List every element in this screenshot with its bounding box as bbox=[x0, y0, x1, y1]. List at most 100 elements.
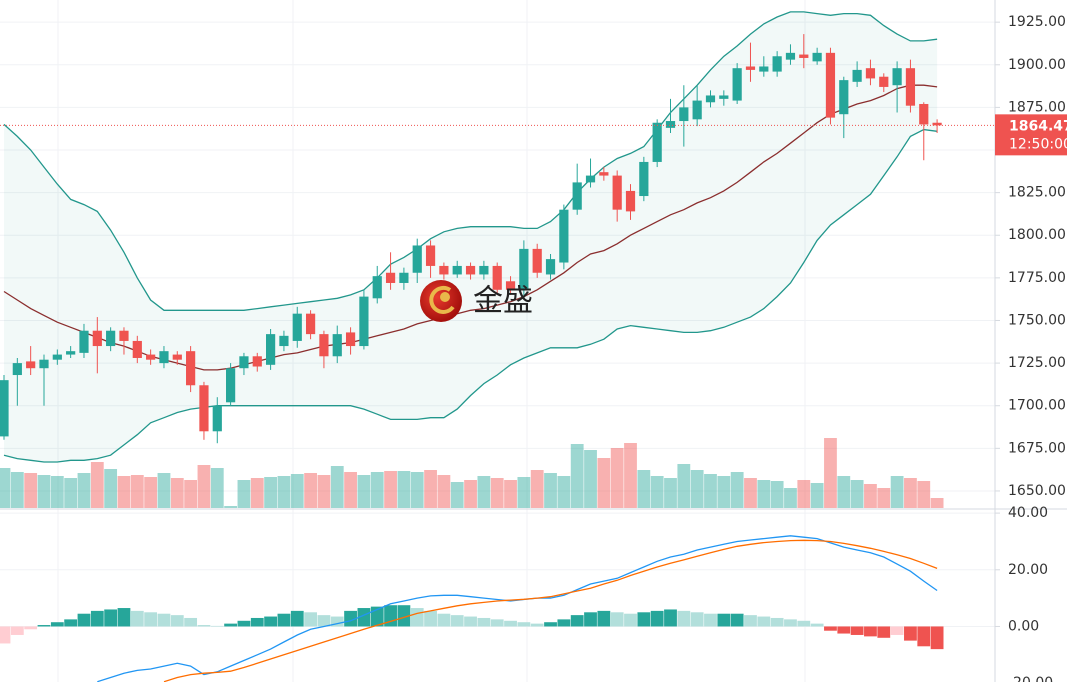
volume-bar bbox=[744, 478, 757, 508]
candle-body bbox=[865, 68, 876, 79]
volume-bar bbox=[717, 476, 731, 508]
volume-bar bbox=[464, 480, 477, 508]
candle-body bbox=[92, 330, 102, 347]
volume-bar bbox=[677, 464, 691, 508]
candle-body bbox=[812, 52, 822, 62]
histogram-bar bbox=[10, 626, 24, 635]
candle-body bbox=[932, 122, 942, 126]
candle-body bbox=[652, 122, 662, 162]
histogram-bar bbox=[744, 615, 757, 627]
candle-body bbox=[799, 54, 809, 58]
macd-line bbox=[97, 535, 938, 682]
candle-body bbox=[39, 359, 49, 369]
volume-bar bbox=[104, 469, 118, 508]
volume-bar bbox=[784, 488, 797, 508]
histogram-bar bbox=[597, 610, 611, 627]
histogram-bar bbox=[357, 608, 371, 627]
histogram-bar bbox=[370, 606, 384, 627]
histogram-bar bbox=[50, 622, 64, 627]
volume-bar bbox=[517, 477, 531, 508]
histogram-bar bbox=[864, 626, 877, 637]
candle-body bbox=[679, 107, 689, 122]
candle-body bbox=[852, 69, 862, 82]
volume-bar bbox=[37, 475, 51, 508]
candle-body bbox=[839, 80, 849, 115]
candle-body bbox=[172, 354, 182, 360]
candle-body bbox=[26, 361, 36, 369]
histogram-bar bbox=[330, 616, 344, 627]
histogram-bar bbox=[157, 613, 171, 627]
volume-bar bbox=[810, 483, 824, 508]
histogram-bar bbox=[170, 615, 184, 627]
candle-body bbox=[186, 351, 196, 386]
histogram-bar bbox=[877, 626, 891, 638]
volume-bar bbox=[704, 474, 717, 508]
histogram-bar bbox=[664, 609, 677, 627]
volume-bar bbox=[24, 473, 38, 508]
volume-bar bbox=[530, 470, 544, 508]
volume-bar bbox=[197, 465, 211, 508]
y-tick-label: 40.00 bbox=[1008, 505, 1048, 521]
histogram-bar bbox=[397, 605, 411, 627]
volume-bar bbox=[757, 480, 771, 508]
candle-body bbox=[625, 190, 636, 212]
volume-bar bbox=[650, 476, 664, 508]
histogram-bar bbox=[317, 615, 331, 627]
candle-body bbox=[639, 161, 649, 197]
volume-bar bbox=[770, 481, 784, 508]
candle-body bbox=[532, 248, 542, 273]
histogram-bar bbox=[277, 613, 291, 627]
candle-body bbox=[279, 335, 289, 347]
histogram-bar bbox=[837, 626, 851, 634]
histogram-bar bbox=[424, 610, 437, 627]
candle-body bbox=[159, 351, 169, 364]
histogram-bar bbox=[584, 612, 597, 627]
candle-body bbox=[879, 76, 889, 87]
histogram-bar bbox=[117, 608, 131, 627]
candle-body bbox=[692, 100, 702, 120]
candle-body bbox=[719, 95, 729, 99]
candle-body bbox=[359, 296, 369, 347]
histogram-bar bbox=[517, 622, 531, 627]
macd-line bbox=[163, 539, 938, 682]
volume-bar bbox=[837, 476, 851, 508]
candle-body bbox=[519, 248, 529, 290]
histogram-bar bbox=[677, 610, 691, 627]
candle-body bbox=[12, 363, 22, 376]
volume-bar bbox=[330, 466, 344, 508]
histogram-bar bbox=[384, 605, 397, 627]
volume-bar bbox=[637, 470, 651, 508]
volume-bar bbox=[797, 480, 811, 508]
volume-bar bbox=[370, 472, 384, 508]
candle-body bbox=[585, 175, 596, 183]
histogram-bar bbox=[490, 619, 504, 627]
histogram-bar bbox=[530, 623, 544, 627]
candle-body bbox=[745, 66, 756, 70]
volume-bar bbox=[664, 478, 677, 508]
candle-body bbox=[772, 56, 782, 72]
volume-bar bbox=[424, 470, 437, 508]
histogram-bar bbox=[904, 626, 917, 641]
histogram-bar bbox=[770, 617, 784, 627]
volume-bar bbox=[344, 472, 357, 508]
volume-bar bbox=[0, 468, 11, 508]
volume-bar bbox=[850, 480, 864, 508]
candle-body bbox=[505, 281, 516, 290]
volume-bar bbox=[397, 471, 411, 508]
volume-bar bbox=[450, 482, 464, 508]
volume-bar bbox=[437, 475, 451, 508]
macd-pane bbox=[0, 535, 944, 682]
histogram-bar bbox=[650, 610, 664, 627]
histogram-bar bbox=[917, 626, 931, 647]
candle-body bbox=[599, 172, 609, 176]
candle-body bbox=[572, 182, 582, 210]
candle-body bbox=[106, 330, 116, 347]
candle-body bbox=[212, 405, 222, 432]
candle-body bbox=[305, 313, 316, 335]
volume-bar bbox=[384, 471, 397, 508]
histogram-bar bbox=[264, 616, 277, 627]
volume-bar bbox=[64, 478, 78, 508]
histogram-bar bbox=[690, 612, 704, 627]
histogram-bar bbox=[197, 625, 211, 627]
histogram-bar bbox=[624, 613, 637, 627]
